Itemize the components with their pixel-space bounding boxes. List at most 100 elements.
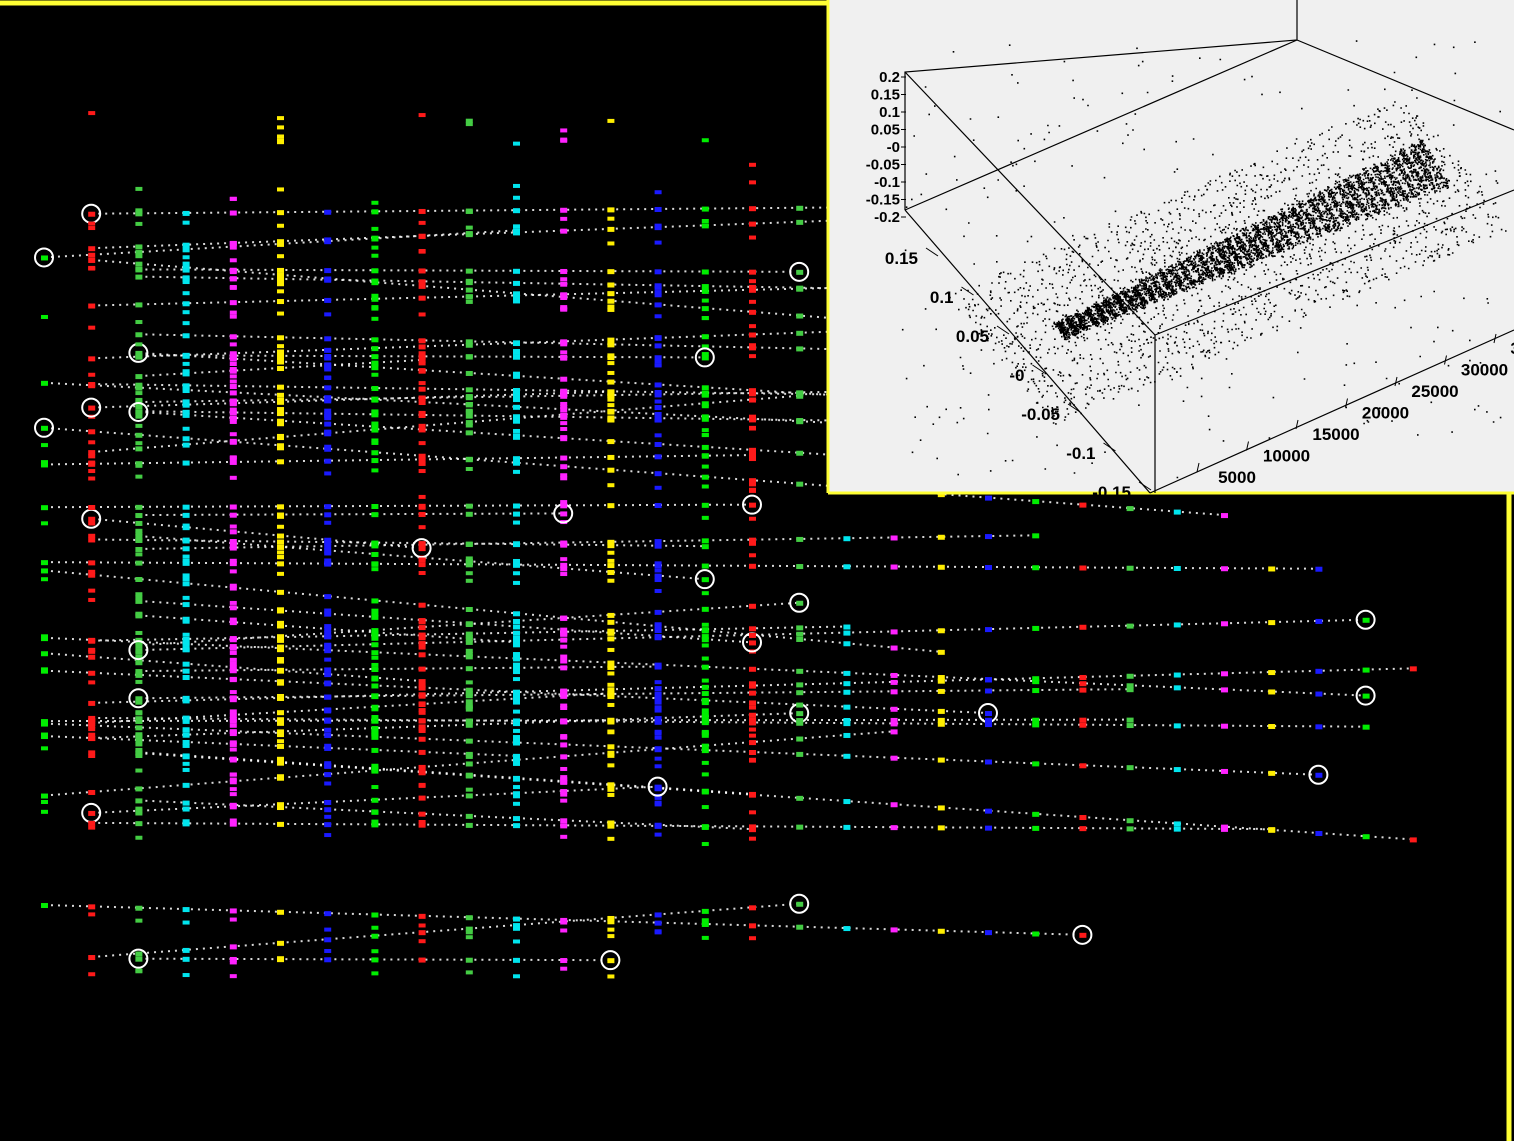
hit xyxy=(560,638,567,643)
hit xyxy=(560,742,567,747)
hit xyxy=(1268,620,1275,625)
hit xyxy=(419,400,426,405)
hit xyxy=(1174,821,1181,826)
hit xyxy=(324,268,331,273)
hit xyxy=(1315,567,1322,572)
hit xyxy=(702,433,709,437)
hit xyxy=(88,440,95,444)
y-tick-label: 0.05 xyxy=(956,327,989,346)
hit xyxy=(277,407,284,411)
hit xyxy=(419,958,426,963)
hit xyxy=(230,401,237,405)
hit xyxy=(749,905,756,910)
hit xyxy=(419,652,426,657)
hit xyxy=(1174,622,1181,627)
hit xyxy=(419,633,426,638)
hit xyxy=(1221,566,1228,571)
hit xyxy=(938,628,945,633)
hit xyxy=(135,404,142,409)
z-tick-label: -0.2 xyxy=(874,209,900,226)
hit xyxy=(419,361,426,365)
hit xyxy=(135,391,142,395)
hit xyxy=(324,395,331,400)
hit xyxy=(607,559,614,563)
hit xyxy=(655,787,662,791)
hit xyxy=(324,512,331,517)
hit xyxy=(702,538,709,543)
hit xyxy=(230,748,237,752)
hit xyxy=(135,505,142,510)
hit xyxy=(1315,692,1322,697)
hit xyxy=(277,134,284,138)
hit xyxy=(135,648,142,653)
hit xyxy=(324,707,331,712)
hit xyxy=(277,621,284,625)
hit xyxy=(513,643,520,647)
hit xyxy=(513,581,520,585)
hit xyxy=(702,936,709,940)
hit xyxy=(230,380,237,384)
hit xyxy=(371,633,378,638)
hit xyxy=(88,671,95,676)
hit xyxy=(655,390,662,395)
hit xyxy=(466,935,473,939)
hit xyxy=(88,904,95,909)
hit xyxy=(88,912,95,916)
hit xyxy=(419,351,426,355)
hit xyxy=(513,785,520,789)
hit xyxy=(560,415,567,420)
hit xyxy=(324,376,331,380)
hit xyxy=(655,802,662,806)
hit xyxy=(560,350,567,354)
hit xyxy=(607,691,614,696)
hit xyxy=(702,417,709,422)
hit xyxy=(702,401,709,406)
hit xyxy=(749,936,756,940)
hit xyxy=(560,655,567,659)
hit xyxy=(88,821,95,826)
hit xyxy=(135,595,142,599)
hit xyxy=(183,403,190,408)
hit xyxy=(135,302,142,307)
hit xyxy=(655,269,662,274)
hit xyxy=(1079,933,1086,938)
hit xyxy=(607,620,614,625)
hit xyxy=(419,693,426,697)
hit xyxy=(560,128,567,132)
hit xyxy=(324,239,331,244)
hit xyxy=(371,512,378,517)
hit xyxy=(230,803,237,808)
hit xyxy=(749,391,756,396)
hit xyxy=(466,562,473,567)
hit xyxy=(419,506,426,510)
hit xyxy=(1315,724,1322,729)
hit xyxy=(324,544,331,549)
hit xyxy=(324,781,331,785)
hit xyxy=(607,563,614,568)
hit xyxy=(324,412,331,417)
hit xyxy=(466,457,473,462)
hit xyxy=(183,461,190,466)
hit xyxy=(513,663,520,667)
hit xyxy=(183,301,190,306)
hit xyxy=(230,258,237,262)
hit xyxy=(135,969,142,973)
hit xyxy=(985,677,992,682)
hit xyxy=(560,277,567,281)
hit xyxy=(1079,826,1086,831)
hit xyxy=(466,269,473,274)
hit xyxy=(560,435,567,439)
hit xyxy=(324,949,331,953)
hit xyxy=(796,703,803,708)
hit xyxy=(371,254,378,258)
hit xyxy=(371,561,378,565)
hit xyxy=(749,180,756,184)
hit xyxy=(513,611,520,616)
hit xyxy=(135,742,142,746)
hit xyxy=(419,930,426,935)
hit xyxy=(41,734,48,739)
hit xyxy=(371,354,378,359)
hit xyxy=(371,667,378,672)
hit xyxy=(183,821,190,826)
hit xyxy=(560,541,567,546)
